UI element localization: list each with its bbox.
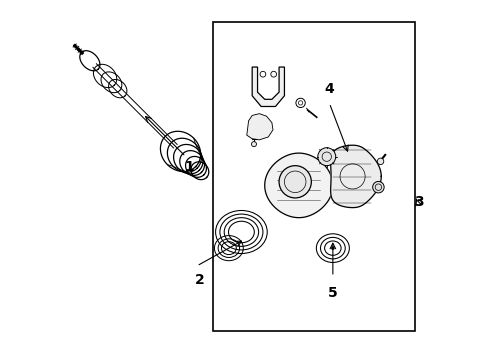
Circle shape [279, 166, 311, 198]
Text: 2: 2 [196, 273, 205, 287]
Text: 3: 3 [414, 194, 424, 208]
Bar [213, 22, 416, 330]
Circle shape [331, 247, 334, 249]
Text: 4: 4 [324, 82, 334, 95]
Polygon shape [247, 114, 273, 140]
Circle shape [251, 141, 256, 147]
Polygon shape [265, 153, 333, 218]
Polygon shape [331, 145, 381, 208]
Circle shape [373, 181, 384, 193]
Circle shape [318, 148, 336, 166]
Text: 5: 5 [328, 286, 338, 300]
Polygon shape [252, 67, 285, 107]
Text: 1: 1 [185, 161, 195, 175]
Circle shape [377, 158, 384, 165]
